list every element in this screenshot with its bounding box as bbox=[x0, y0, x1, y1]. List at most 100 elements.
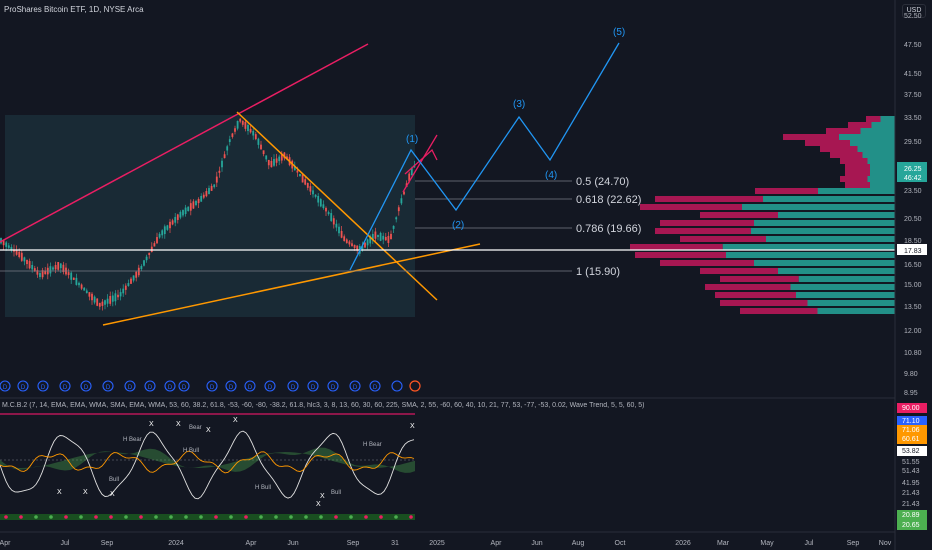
vp-bar-up bbox=[862, 152, 895, 158]
time-axis[interactable]: Apr Jul Sep 2024 Apr Jun Sep 31 2025 Apr Jun Aug Oct… bbox=[0, 540, 892, 547]
dividend-icon-letter: D bbox=[84, 385, 89, 391]
vp-bar-up bbox=[722, 244, 895, 250]
ind-wave-line bbox=[0, 430, 415, 500]
price-tick-label: 16.50 bbox=[904, 262, 922, 269]
ind-annotation: H Bull bbox=[183, 448, 199, 454]
candle-body bbox=[249, 128, 252, 133]
dividend-icon[interactable] bbox=[369, 380, 381, 392]
currency-button[interactable]: USD bbox=[902, 4, 926, 18]
dividend-icon[interactable] bbox=[178, 380, 190, 392]
dividend-icon[interactable] bbox=[164, 380, 176, 392]
ind-top-band bbox=[0, 413, 415, 415]
ind-axis-label: 90.00 bbox=[902, 405, 920, 412]
price-tick-label: 18.50 bbox=[904, 238, 922, 245]
candle-body bbox=[192, 201, 195, 209]
candle-body bbox=[153, 243, 156, 247]
dividend-icon[interactable] bbox=[225, 380, 237, 392]
candle-body bbox=[210, 185, 213, 191]
vp-bar-down bbox=[700, 212, 778, 218]
candle-body bbox=[174, 216, 177, 223]
level-price-box bbox=[897, 244, 927, 255]
dividend-icon-letter: D bbox=[148, 385, 153, 391]
dividend-icon[interactable] bbox=[0, 380, 11, 392]
candle-body bbox=[254, 134, 257, 140]
dividend-icon[interactable] bbox=[307, 380, 319, 392]
ind-signal-dot bbox=[4, 515, 8, 519]
candle-body bbox=[20, 252, 23, 261]
ind-axis-label: 60.61 bbox=[902, 436, 920, 443]
candle-body bbox=[322, 204, 325, 209]
candle-body bbox=[215, 176, 218, 183]
symbol-title[interactable]: ProShares Bitcoin ETF, 1D, NYSE Arca bbox=[4, 5, 144, 14]
candle-body bbox=[226, 146, 229, 151]
dividend-icon-letter: D bbox=[210, 385, 215, 391]
ind-axis-box bbox=[897, 425, 927, 435]
candle-body bbox=[109, 295, 112, 304]
dividend-icon[interactable] bbox=[327, 380, 339, 392]
dividend-icon[interactable] bbox=[144, 380, 156, 392]
ind-signal-dot bbox=[334, 515, 338, 519]
time-tick-label: 2025 bbox=[429, 540, 445, 547]
dividend-icon-letter: D bbox=[229, 385, 234, 391]
candle-body bbox=[124, 285, 127, 290]
orange-resistance-trendline[interactable] bbox=[236, 111, 438, 301]
countdown-label: 46:42 bbox=[904, 175, 922, 182]
dividend-icon-letter: D bbox=[41, 385, 46, 391]
dividend-icon[interactable] bbox=[59, 380, 71, 392]
pink-trendline[interactable] bbox=[0, 43, 369, 243]
price-tick-label: 33.50 bbox=[904, 115, 922, 122]
dividend-icon[interactable] bbox=[391, 380, 403, 392]
price-axis[interactable]: 52.50 47.50 41.50 37.50 33.50 29.50 26.25 46:42… bbox=[897, 13, 927, 397]
dividend-icon[interactable] bbox=[80, 380, 92, 392]
ind-axis-label: 51.55 bbox=[902, 459, 920, 466]
price-tick-label: 8.95 bbox=[904, 390, 918, 397]
candle-body bbox=[156, 237, 158, 244]
candle-body bbox=[67, 272, 70, 276]
time-tick-label: Sep bbox=[101, 540, 114, 547]
time-tick-label: Sep bbox=[847, 540, 860, 547]
candle-body bbox=[280, 153, 283, 161]
ind-axis-box bbox=[897, 446, 927, 456]
dividend-icon[interactable] bbox=[349, 380, 361, 392]
time-tick-label: Jul bbox=[805, 540, 814, 547]
candle-body bbox=[221, 160, 223, 168]
wave-label-4: (4) bbox=[545, 170, 557, 181]
countdown-box bbox=[897, 172, 927, 182]
split-event-icon[interactable] bbox=[409, 380, 421, 392]
dividend-icon[interactable] bbox=[17, 380, 29, 392]
candle-body bbox=[286, 156, 288, 159]
dividend-icon[interactable] bbox=[102, 380, 114, 392]
dividend-icon[interactable] bbox=[37, 380, 49, 392]
candle-body bbox=[208, 188, 210, 194]
ind-x-mark: X bbox=[83, 489, 88, 496]
dividend-icon[interactable] bbox=[264, 380, 276, 392]
candle-body bbox=[98, 302, 101, 307]
vp-bar-down bbox=[720, 300, 808, 306]
orange-support-trendline[interactable] bbox=[102, 243, 481, 326]
dividend-icon[interactable] bbox=[287, 380, 299, 392]
dividend-icon[interactable] bbox=[124, 380, 136, 392]
dividend-icon[interactable] bbox=[244, 380, 256, 392]
elliott-wave-path[interactable] bbox=[349, 42, 620, 271]
candle-body bbox=[140, 266, 143, 270]
wedge-lower-line[interactable] bbox=[404, 148, 438, 175]
candle-body bbox=[135, 271, 138, 278]
candle-body bbox=[171, 220, 174, 225]
dividend-icon[interactable] bbox=[206, 380, 218, 392]
vp-bar-down bbox=[720, 276, 799, 282]
candle-body bbox=[130, 278, 132, 284]
wedge-upper-line[interactable] bbox=[402, 134, 438, 193]
ind-signal-dot bbox=[49, 515, 53, 519]
ind-signal-dot bbox=[364, 515, 368, 519]
ind-axis-label: 71.06 bbox=[902, 427, 920, 434]
indicator-legend[interactable]: M.C.B.2 (7, 14, EMA, EMA, WMA, SMA, EMA,… bbox=[2, 402, 645, 409]
vp-bar-up bbox=[867, 158, 895, 164]
ind-x-mark: X bbox=[176, 421, 181, 428]
candle-body bbox=[15, 250, 18, 255]
candle-body bbox=[293, 165, 296, 171]
candle-body bbox=[330, 213, 333, 221]
ind-signal-dot bbox=[34, 515, 38, 519]
ind-signal-dot bbox=[199, 515, 203, 519]
vp-bar-down bbox=[680, 236, 766, 242]
